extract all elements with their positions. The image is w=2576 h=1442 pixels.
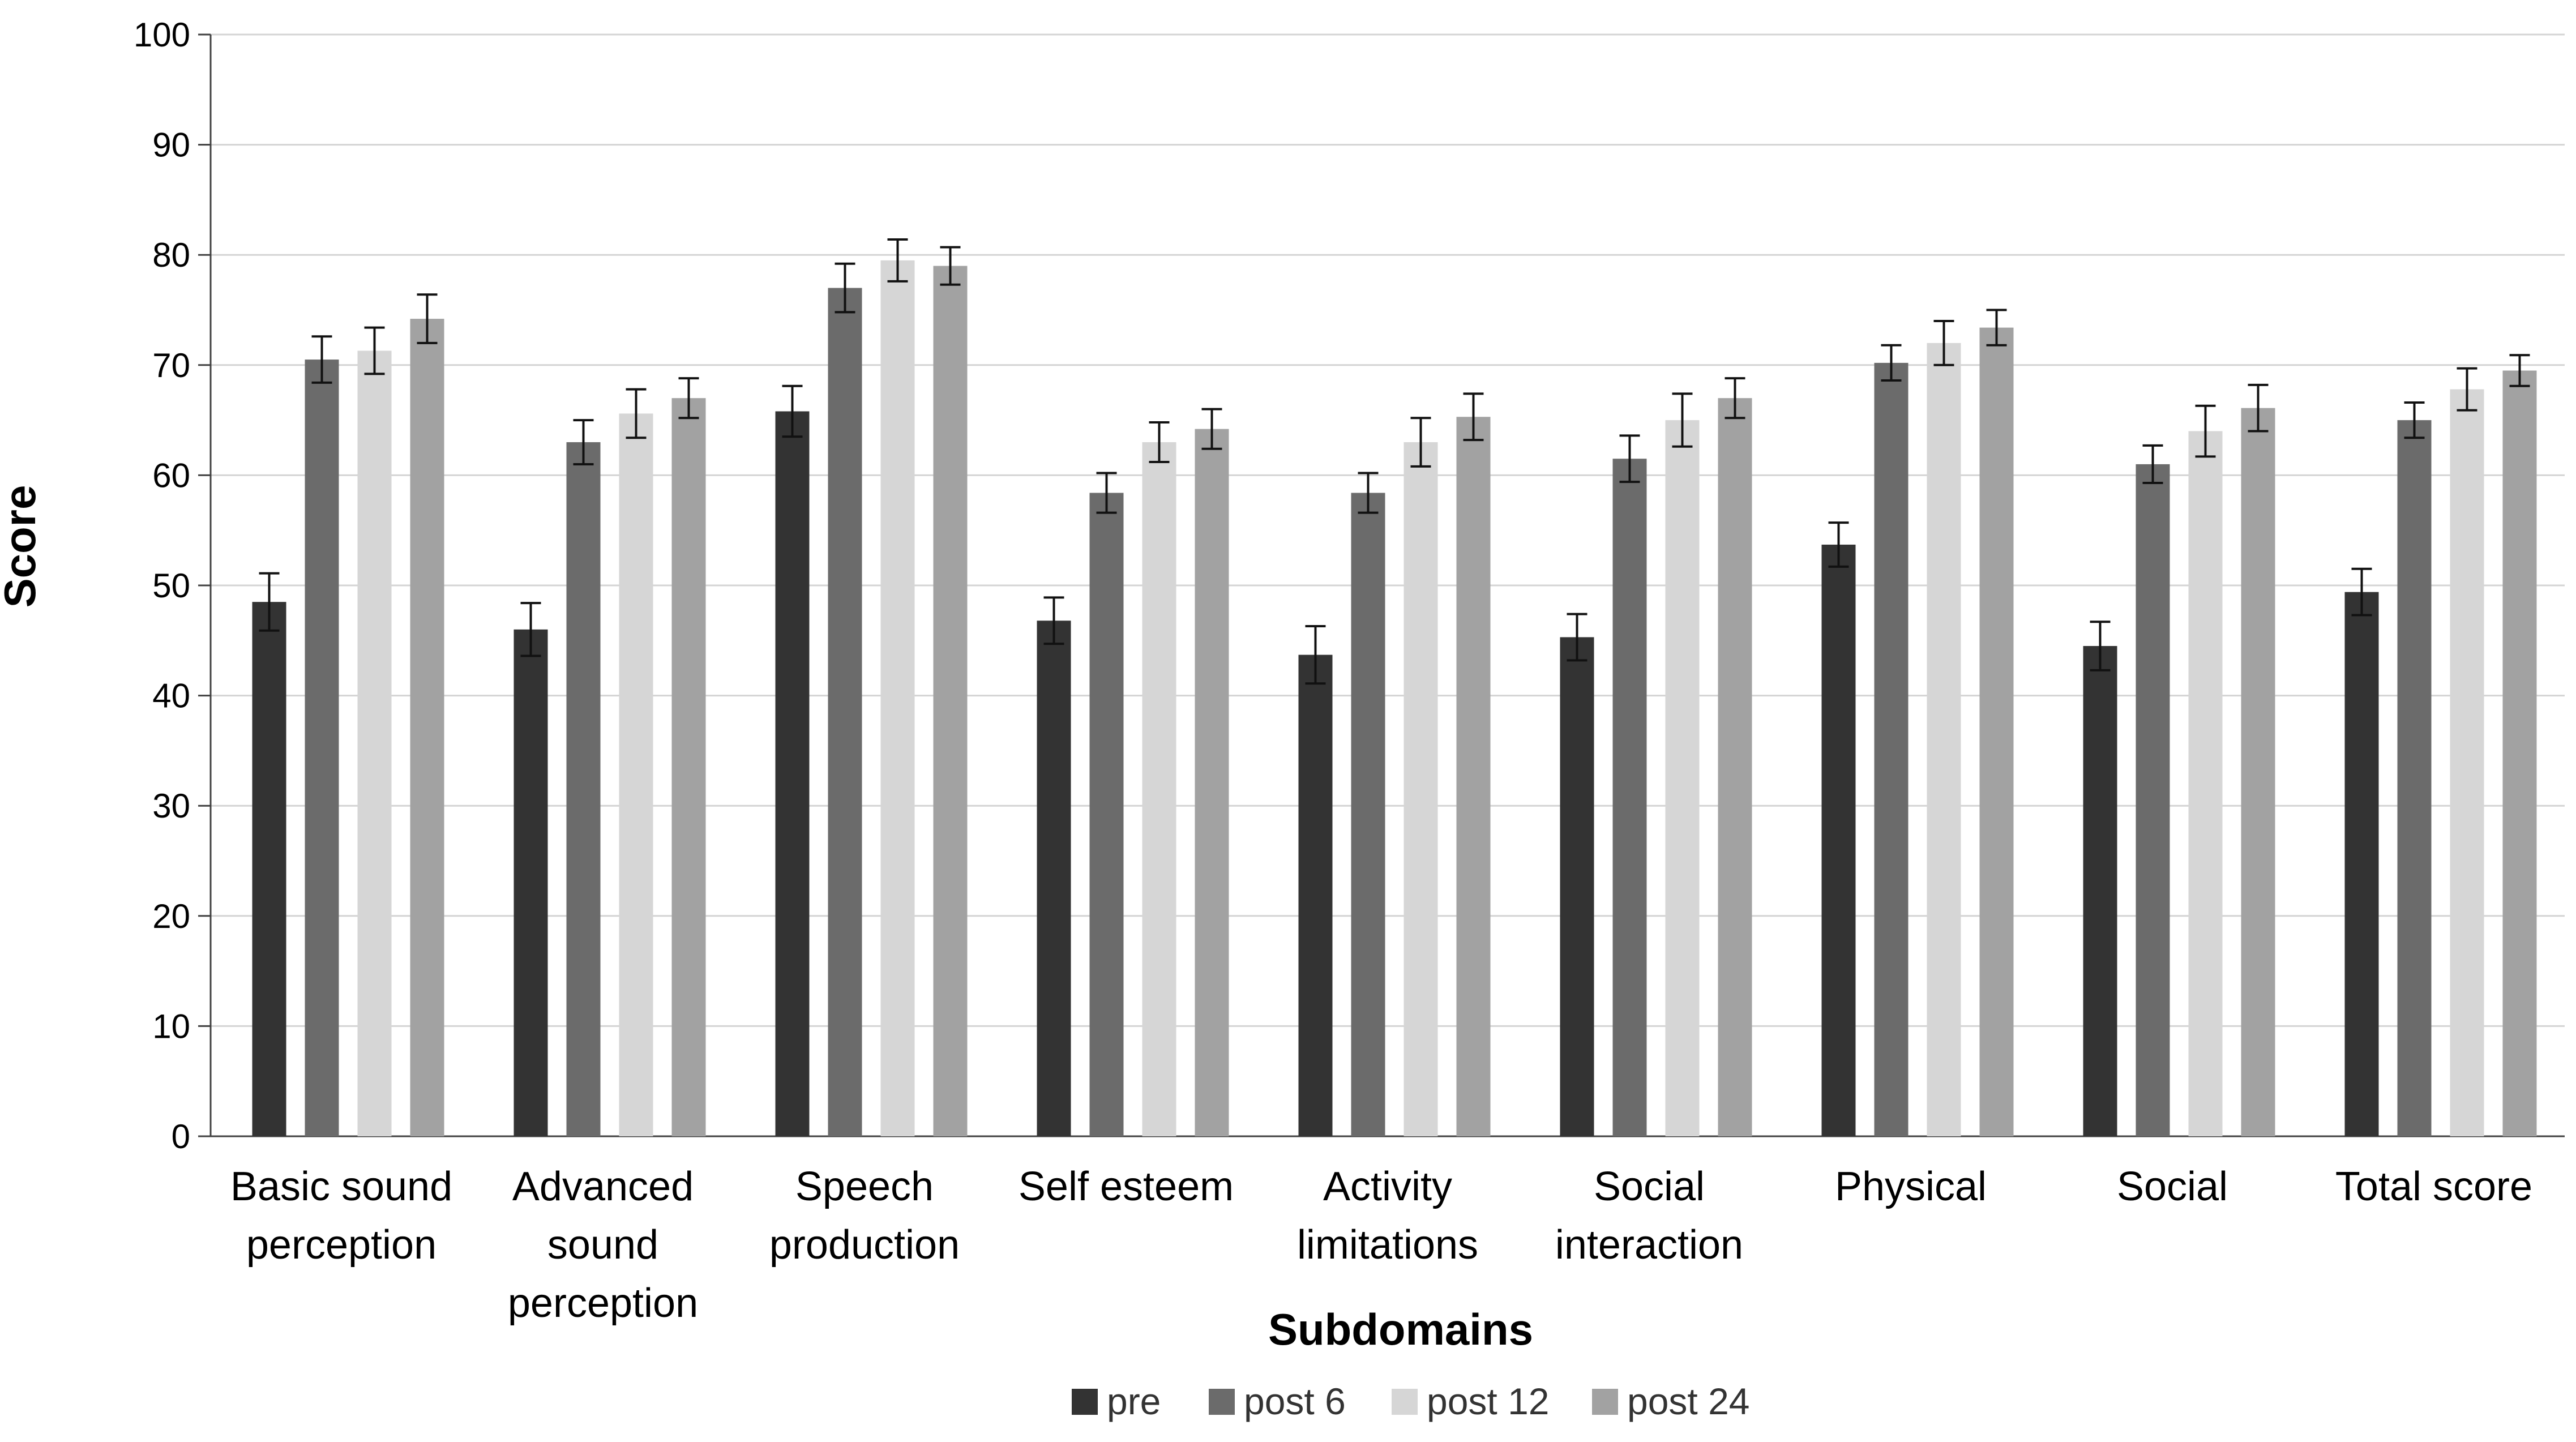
- x-category-label: Physical: [1835, 1164, 1987, 1209]
- legend-label: post 6: [1244, 1380, 1346, 1422]
- x-category-label: Total score: [2335, 1164, 2532, 1209]
- x-category-label: Social interaction: [1555, 1164, 1743, 1268]
- bar-post-12: [619, 413, 653, 1136]
- y-tick-label: 100: [134, 16, 190, 54]
- legend-label: post 24: [1627, 1380, 1750, 1422]
- axes: [198, 33, 2565, 1137]
- bar-post-24: [1456, 417, 1491, 1137]
- y-tick-label: 80: [152, 236, 190, 274]
- y-tick-label: 70: [152, 346, 190, 384]
- bar-post-24: [1195, 429, 1229, 1137]
- x-category-label: Social: [2117, 1164, 2228, 1209]
- bar-post-12: [1142, 442, 1176, 1136]
- bar-post-12: [1665, 420, 1700, 1136]
- bar-post-24: [410, 319, 444, 1136]
- bar-post-12: [880, 260, 915, 1137]
- y-tick-label: 90: [152, 126, 190, 164]
- legend-swatch-post-12: [1392, 1389, 1418, 1415]
- legend-label: pre: [1107, 1380, 1161, 1422]
- bar-post-6: [305, 360, 339, 1136]
- y-tick-label: 50: [152, 567, 190, 605]
- y-tick-label: 30: [152, 787, 190, 825]
- bar-pre: [775, 411, 810, 1136]
- x-axis-title: Subdomains: [1268, 1304, 1533, 1354]
- bar-post-12: [357, 350, 392, 1137]
- bar-pre: [1821, 544, 1856, 1136]
- y-axis-title: Score: [0, 485, 45, 608]
- bar-pre: [2083, 646, 2117, 1136]
- bar-post-12: [1927, 343, 1961, 1136]
- x-category-label: Activity limitations: [1297, 1164, 1478, 1268]
- bar-post-6: [828, 288, 862, 1137]
- bar-post-6: [1612, 459, 1647, 1137]
- bar-post-6: [2397, 420, 2432, 1136]
- bar-post-12: [1403, 442, 1438, 1136]
- bars: [252, 260, 2537, 1137]
- bar-post-6: [1089, 493, 1124, 1136]
- tick-labels: 0 10 20 30 40 50 60 70 80 90 100 Basic sound percept…: [134, 16, 2532, 1326]
- gridlines: [211, 33, 2565, 1027]
- bar-post-12: [2450, 389, 2484, 1136]
- y-tick-label: 40: [152, 677, 190, 715]
- y-tick-label: 20: [152, 897, 190, 935]
- x-category-label: Self esteem: [1019, 1164, 1234, 1209]
- bar-post-24: [1979, 327, 2014, 1136]
- bar-pre: [514, 629, 548, 1136]
- bar-post-24: [2502, 370, 2537, 1136]
- legend-label: post 12: [1427, 1380, 1550, 1422]
- bar-post-24: [671, 398, 706, 1137]
- bar-post-6: [2136, 464, 2170, 1137]
- bar-pre: [1037, 621, 1071, 1136]
- bar-post-24: [2241, 408, 2275, 1136]
- bar-pre: [252, 602, 286, 1136]
- y-tick-label: 0: [172, 1118, 190, 1156]
- legend-swatch-pre: [1072, 1389, 1098, 1415]
- bar-pre: [1560, 637, 1594, 1136]
- error-bars: [259, 238, 2530, 685]
- legend-swatch-post-24: [1592, 1389, 1618, 1415]
- bar-pre: [1298, 654, 1333, 1136]
- legend: pre post 6 post 12 post 24: [1072, 1380, 1750, 1422]
- x-category-label: Advanced sound perception: [508, 1164, 698, 1326]
- bar-post-6: [1874, 362, 1909, 1137]
- legend-swatch-post-6: [1209, 1389, 1235, 1415]
- bar-pre: [2344, 592, 2379, 1136]
- bar-post-6: [1351, 493, 1385, 1136]
- x-category-label: Basic sound perception: [230, 1164, 452, 1268]
- bar-post-12: [2188, 431, 2223, 1136]
- x-category-label: Speech production: [769, 1164, 960, 1268]
- bar-post-24: [933, 266, 968, 1136]
- y-tick-label: 10: [152, 1007, 190, 1045]
- bar-post-24: [1718, 398, 1752, 1137]
- y-tick-label: 60: [152, 456, 190, 494]
- bar-post-6: [566, 442, 601, 1136]
